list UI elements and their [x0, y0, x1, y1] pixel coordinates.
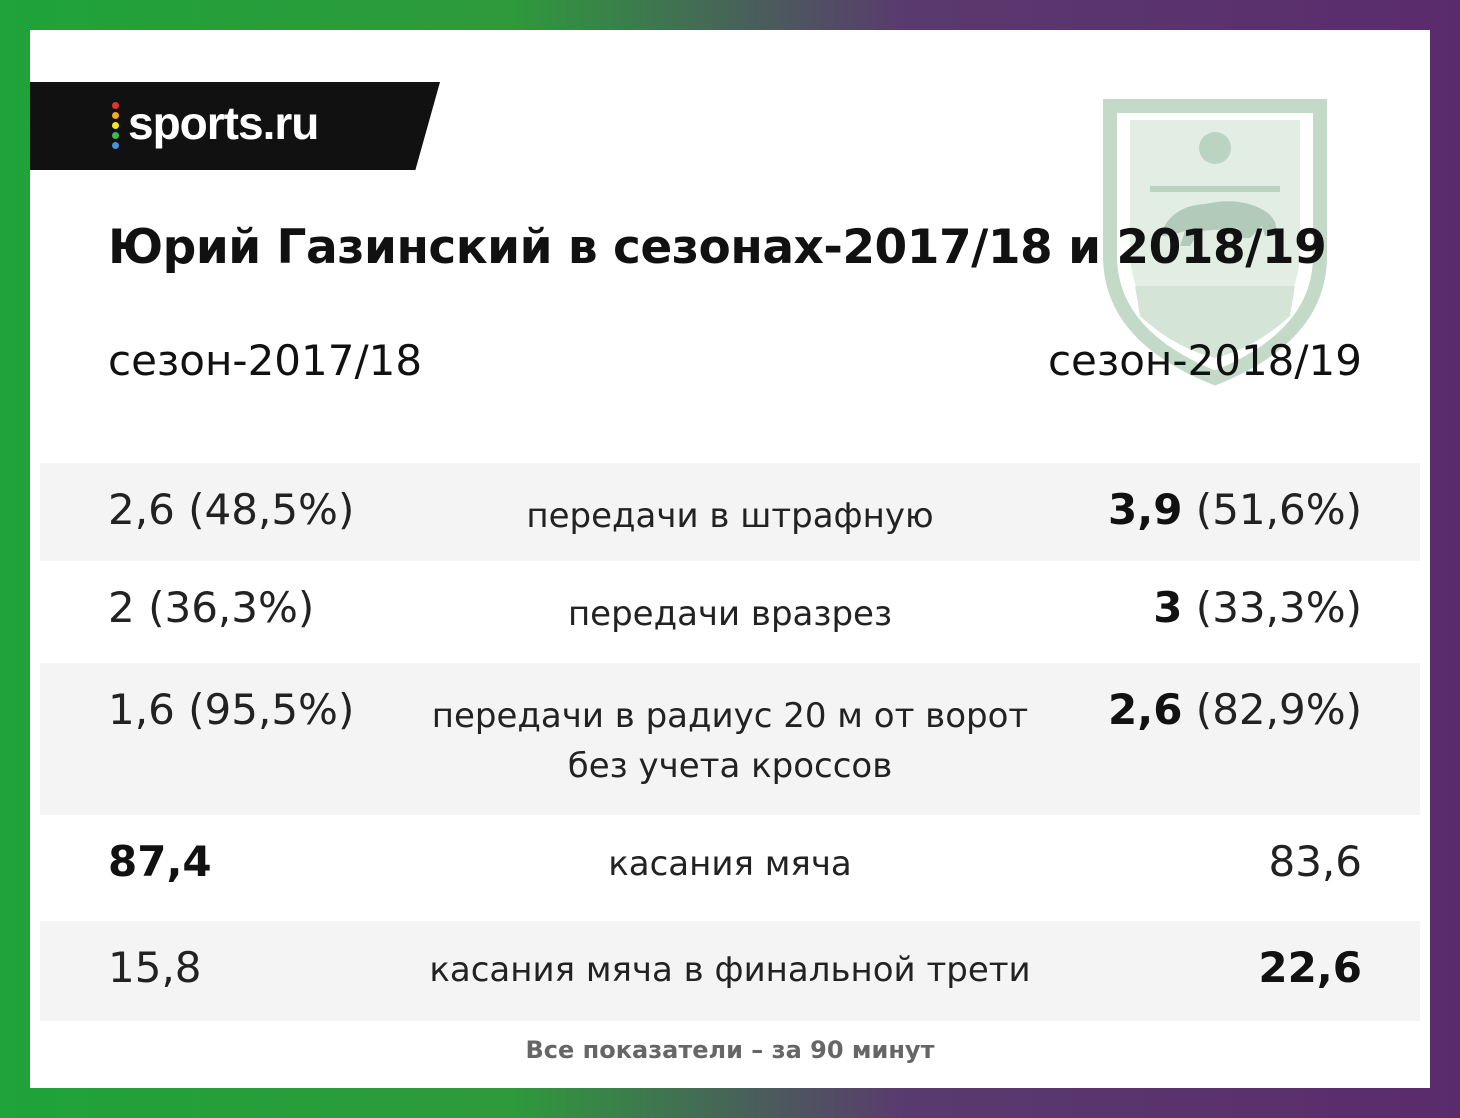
row-metric-label: касания мяча [608, 844, 852, 884]
row-metric-label: передачи вразрез [567, 594, 893, 634]
table-row: 15,8 касания мяча в финальной трети 22,6 [40, 921, 1420, 1021]
brand-logo-text: sports.ru [128, 97, 319, 149]
row-metric-label: передачи в штрафную [526, 496, 934, 536]
infographic-card: sports.ru Юрий Газинский в сезонах-2017/… [30, 30, 1430, 1088]
row-right-value: 2,6 (82,9%) [1108, 685, 1362, 734]
logo-banner: sports.ru [30, 82, 440, 170]
footnote: Все показатели – за 90 минут [525, 1036, 935, 1064]
row-metric-label: передачи в радиус 20 м от ворот без учета… [431, 696, 1029, 786]
row-left-value: 2 (36,3%) [108, 583, 315, 632]
club-crest-watermark-icon [1103, 99, 1327, 386]
table-row: 87,4 касания мяча 83,6 [40, 815, 1420, 921]
row-left-value: 87,4 [108, 837, 212, 886]
stats-table: 2,6 (48,5%) передачи в штрафную 3,9 (51,… [40, 463, 1420, 1021]
row-left-value: 1,6 (95,5%) [108, 685, 355, 734]
row-left-value: 2,6 (48,5%) [108, 485, 355, 534]
logo-dots-icon [112, 102, 120, 152]
row-right-value: 22,6 [1258, 943, 1362, 992]
table-row: 2 (36,3%) передачи вразрез 3 (33,3%) [40, 561, 1420, 663]
row-right-value: 3,9 (51,6%) [1108, 485, 1362, 534]
season-left-header: сезон-2017/18 [108, 336, 423, 385]
row-right-value: 3 (33,3%) [1153, 583, 1362, 632]
row-right-value: 83,6 [1268, 837, 1362, 886]
row-metric-label: касания мяча в финальной трети [429, 950, 1031, 990]
table-row: 2,6 (48,5%) передачи в штрафную 3,9 (51,… [40, 463, 1420, 561]
page-title: Юрий Газинский в сезонах-2017/18 и 2018/… [108, 220, 1327, 275]
table-row: 1,6 (95,5%) передачи в радиус 20 м от во… [40, 663, 1420, 815]
row-left-value: 15,8 [108, 943, 202, 992]
season-right-header: сезон-2018/19 [1047, 336, 1362, 385]
